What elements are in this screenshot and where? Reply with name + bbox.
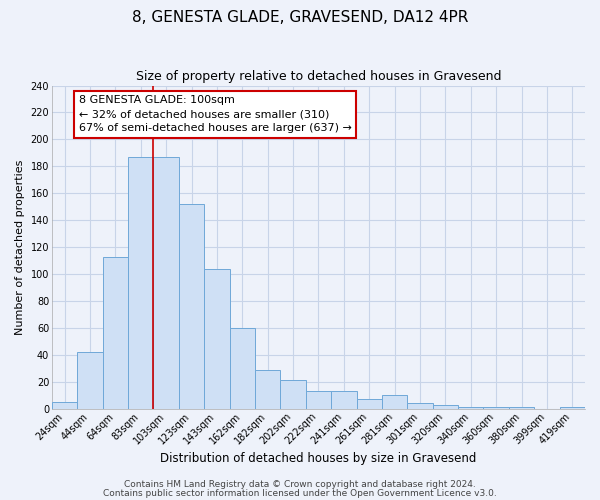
Text: 8, GENESTA GLADE, GRAVESEND, DA12 4PR: 8, GENESTA GLADE, GRAVESEND, DA12 4PR	[132, 10, 468, 25]
Y-axis label: Number of detached properties: Number of detached properties	[15, 160, 25, 335]
X-axis label: Distribution of detached houses by size in Gravesend: Distribution of detached houses by size …	[160, 452, 476, 465]
Text: Contains HM Land Registry data © Crown copyright and database right 2024.: Contains HM Land Registry data © Crown c…	[124, 480, 476, 489]
Bar	[433, 404, 458, 408]
Bar	[230, 328, 255, 408]
Bar	[407, 404, 433, 408]
Bar	[356, 399, 382, 408]
Bar	[280, 380, 306, 408]
Bar	[306, 391, 331, 408]
Bar	[382, 395, 407, 408]
Title: Size of property relative to detached houses in Gravesend: Size of property relative to detached ho…	[136, 70, 501, 83]
Bar	[204, 268, 230, 408]
Bar	[77, 352, 103, 408]
Text: Contains public sector information licensed under the Open Government Licence v3: Contains public sector information licen…	[103, 488, 497, 498]
Text: 8 GENESTA GLADE: 100sqm
← 32% of detached houses are smaller (310)
67% of semi-d: 8 GENESTA GLADE: 100sqm ← 32% of detache…	[79, 95, 352, 133]
Bar	[331, 391, 356, 408]
Bar	[154, 157, 179, 408]
Bar	[128, 157, 154, 408]
Bar	[179, 204, 204, 408]
Bar	[52, 402, 77, 408]
Bar	[103, 256, 128, 408]
Bar	[255, 370, 280, 408]
